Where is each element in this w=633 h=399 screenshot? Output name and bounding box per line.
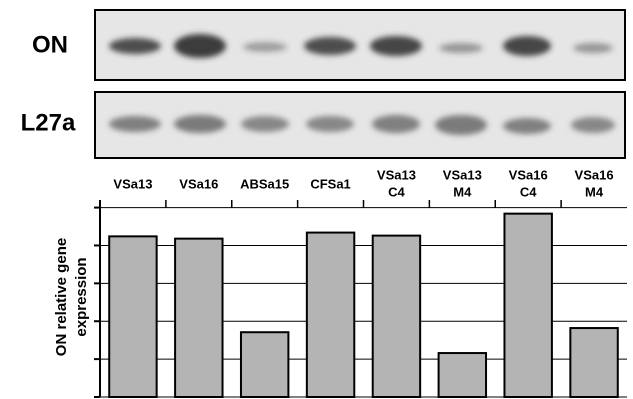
- x-tick-label: VSa16: [179, 176, 218, 191]
- bar: [570, 328, 617, 397]
- x-tick-label: C4: [520, 184, 537, 199]
- bar: [439, 353, 486, 397]
- x-tick-label: C4: [388, 184, 405, 199]
- blot-l27a: [95, 92, 625, 158]
- bar: [307, 233, 354, 397]
- x-tick-label: VSa13: [113, 176, 152, 191]
- x-tick-label: M4: [453, 184, 472, 199]
- x-tick-label: CFSa1: [310, 176, 350, 191]
- figure: ON L27a ON relative gene expression VSa1: [0, 0, 633, 399]
- blot-row-label: L27a: [21, 109, 76, 136]
- x-tick-label: VSa13: [443, 167, 482, 182]
- page: ON L27a ON relative gene expression VSa1: [0, 0, 633, 399]
- bar: [175, 239, 222, 397]
- bar: [241, 332, 288, 397]
- x-tick-label: ABSa15: [240, 176, 289, 191]
- x-tick-label: VSa16: [509, 167, 548, 182]
- bar: [504, 214, 551, 397]
- y-axis-label: ON relative gene: [53, 238, 70, 356]
- x-tick-label: VSa13: [377, 167, 416, 182]
- bar: [109, 236, 156, 397]
- x-tick-label: M4: [585, 184, 604, 199]
- blot-on: [95, 10, 625, 80]
- y-axis-label: expression: [73, 257, 90, 336]
- blot-row-label: ON: [32, 31, 68, 58]
- bar: [373, 236, 420, 397]
- x-tick-label: VSa16: [575, 167, 614, 182]
